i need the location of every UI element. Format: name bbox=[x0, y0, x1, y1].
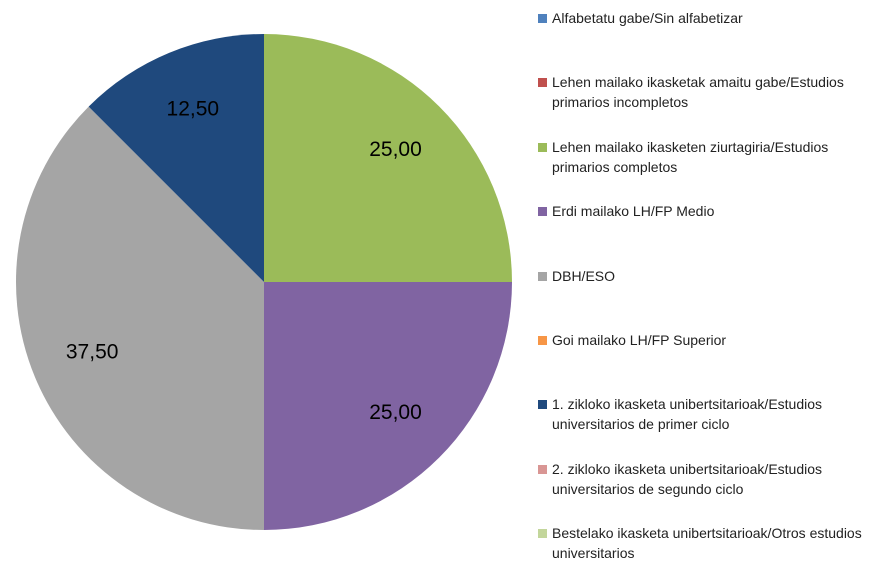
data-label: 12,50 bbox=[167, 98, 220, 121]
legend-swatch bbox=[538, 336, 547, 345]
legend-swatch bbox=[538, 78, 547, 88]
legend-item: 2. zikloko ikasketa unibertsitarioak/Est… bbox=[538, 459, 888, 499]
legend-item: Alfabetatu gabe/Sin alfabetizar bbox=[538, 8, 888, 28]
pie-slice bbox=[264, 34, 512, 282]
legend-label: DBH/ESO bbox=[552, 267, 616, 284]
chart: 25,00 25,00 37,50 12,50 bbox=[16, 34, 512, 531]
legend-label: 2. zikloko ikasketa unibertsitarioak/Est… bbox=[552, 460, 823, 497]
legend-label: Erdi mailako LH/FP Medio bbox=[552, 203, 715, 220]
legend-label: 1. zikloko ikasketa unibertsitarioak/Est… bbox=[552, 396, 823, 433]
legend-swatch bbox=[538, 271, 547, 281]
legend-label: Lehen mailako ikasketak amaitu gabe/Estu… bbox=[552, 74, 844, 111]
legend-item: DBH/ESO bbox=[538, 266, 888, 286]
legend-swatch bbox=[538, 529, 547, 539]
legend-label: Alfabetatu gabe/Sin alfabetizar bbox=[552, 10, 743, 26]
legend-swatch bbox=[538, 207, 547, 217]
legend-item: 1. zikloko ikasketa unibertsitarioak/Est… bbox=[538, 394, 888, 434]
legend-item: Lehen mailako ikasketen ziurtagiria/Estu… bbox=[538, 137, 888, 177]
legend-label: Bestelako ikasketa unibertsitarioak/Otro… bbox=[552, 525, 862, 562]
legend-swatch bbox=[538, 400, 547, 410]
legend-item: Bestelako ikasketa unibertsitarioak/Otro… bbox=[538, 523, 888, 563]
data-label: 37,50 bbox=[66, 341, 119, 364]
pie-slice bbox=[264, 282, 512, 530]
legend-item: Erdi mailako LH/FP Medio bbox=[538, 201, 888, 221]
legend-swatch bbox=[538, 464, 547, 474]
legend-swatch bbox=[538, 14, 547, 23]
pie-slice bbox=[88, 34, 265, 282]
legend-swatch bbox=[538, 142, 547, 152]
data-label: 25,00 bbox=[369, 401, 422, 424]
pie-slice bbox=[16, 106, 264, 531]
legend-label: Lehen mailako ikasketen ziurtagiria/Estu… bbox=[552, 138, 829, 175]
legend-label: Goi mailako LH/FP Superior bbox=[552, 332, 727, 348]
legend-item: Goi mailako LH/FP Superior bbox=[538, 330, 888, 350]
data-label: 25,00 bbox=[369, 138, 422, 161]
legend-item: Lehen mailako ikasketak amaitu gabe/Estu… bbox=[538, 72, 888, 112]
